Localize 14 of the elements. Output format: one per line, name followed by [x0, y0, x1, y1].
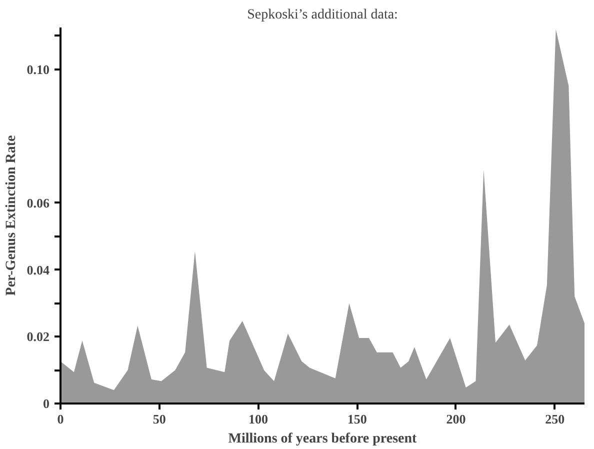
y-tick-label: 0.02 — [26, 329, 50, 344]
x-tick-label: 0 — [57, 412, 64, 426]
y-tick-label: 0 — [43, 396, 50, 411]
y-tick-label: 0.04 — [26, 262, 50, 278]
x-tick-label: 100 — [248, 412, 268, 426]
y-axis-title: Per-Genus Extinction Rate — [4, 135, 19, 296]
y-tick-label: 0.10 — [26, 62, 50, 77]
chart-title: Sepkoski’s additional data: — [247, 8, 398, 22]
y-tick-label: 0.06 — [26, 195, 50, 210]
x-tick-label: 200 — [446, 412, 466, 426]
x-tick-label: 250 — [545, 412, 565, 426]
x-tick-label: 150 — [347, 412, 367, 426]
x-axis-title: Millions of years before present — [228, 432, 418, 446]
x-tick-label: 50 — [152, 412, 166, 426]
